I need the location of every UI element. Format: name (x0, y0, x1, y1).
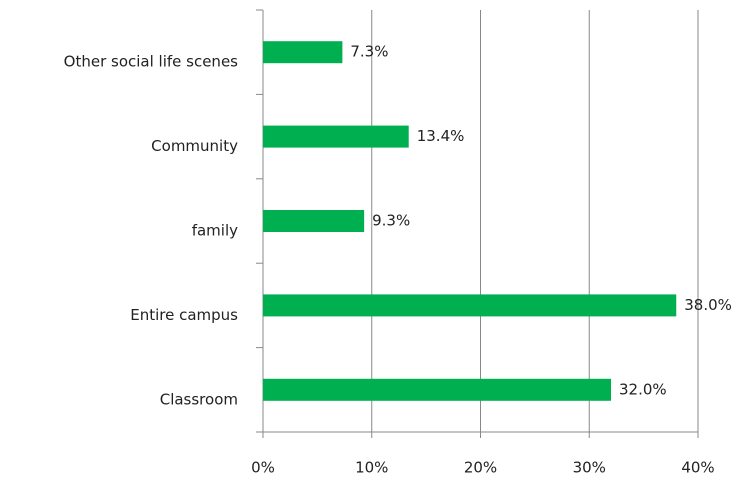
bar (263, 41, 343, 64)
x-tick-label: 40% (681, 459, 714, 477)
value-label: 7.3% (350, 43, 388, 61)
x-tick-label: 30% (573, 459, 606, 477)
y-tick-label: Other social life scenes (64, 53, 239, 71)
x-tick-label: 10% (355, 459, 388, 477)
y-tick-label: Community (151, 137, 238, 155)
y-tick-label: Entire campus (130, 306, 238, 324)
bar (263, 125, 409, 148)
bar (263, 378, 611, 401)
y-tick-label: family (192, 222, 238, 240)
bar (263, 210, 365, 232)
value-label: 32.0% (619, 380, 667, 398)
x-tick-label: 0% (251, 459, 275, 477)
value-label: 38.0% (684, 296, 732, 314)
y-tick-label: Classroom (160, 390, 238, 408)
bar (263, 294, 677, 317)
x-tick-label: 20% (464, 459, 497, 477)
value-label: 13.4% (417, 127, 465, 145)
value-label: 9.3% (372, 212, 410, 230)
